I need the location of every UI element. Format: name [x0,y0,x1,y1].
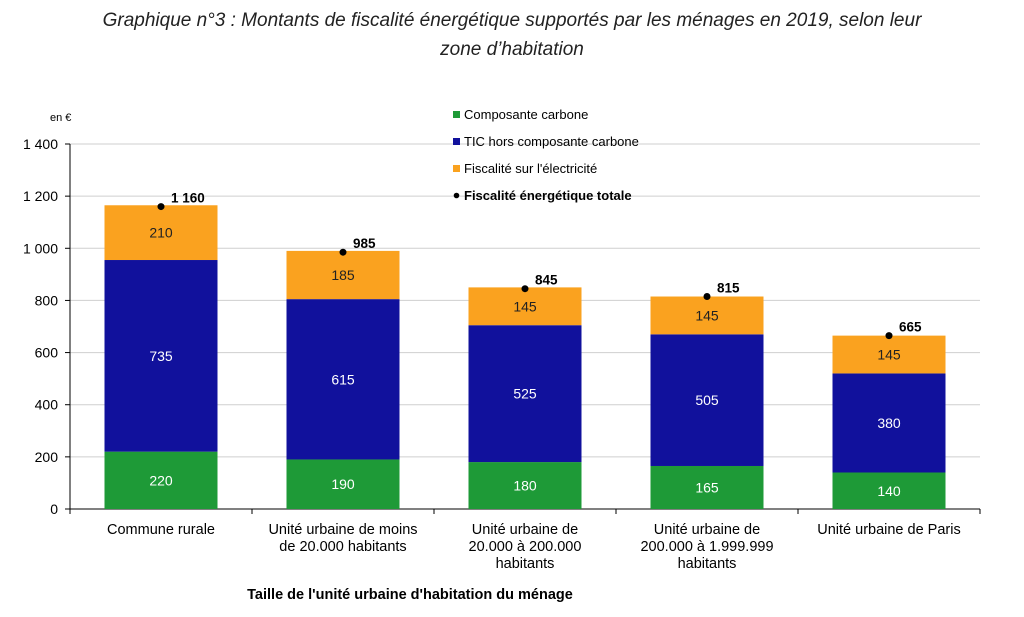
x-category-label: Unité urbaine de 20.000 à 200.000 habitant… [469,522,582,572]
y-tick-label: 0 [50,501,58,517]
y-tick-label: 1 000 [23,240,58,256]
bar-value-label: 525 [513,386,537,402]
x-axis-title: Taille de l'unité urbaine d'habitation d… [247,587,573,603]
chart-title-line-2: zone d’habitation [440,39,584,60]
bar-value-label: 180 [513,478,537,494]
total-label: 665 [899,320,922,335]
bar-segment [650,465,764,509]
x-category-label-line: Unité urbaine de moins [268,522,417,538]
x-category-label-line: 20.000 à 200.000 [469,539,582,555]
total-label: 815 [717,281,740,296]
x-category-label-line: habitants [678,556,737,572]
y-tick-label: 800 [35,292,59,308]
bar-value-label: 505 [695,392,719,408]
x-category-label: Unité urbaine de Paris [817,522,960,538]
bar-value-label: 165 [695,479,719,495]
y-unit-label: en € [50,112,71,124]
bar-segment [468,287,582,326]
total-label: 1 160 [171,191,205,206]
x-category-label: Commune rurale [107,522,215,538]
bar-value-label: 615 [331,371,355,387]
total-label: 985 [353,236,376,251]
x-category-label-line: Unité urbaine de [654,522,760,538]
bar-segment [832,335,946,374]
total-marker [703,293,711,301]
legend-label: TIC hors composante carbone [464,134,639,149]
y-tick-label: 600 [35,345,59,361]
bar-segment [104,260,218,452]
bar-segment [832,472,946,509]
bar-segment [286,299,400,460]
bar-value-label: 735 [149,348,173,364]
x-category-label: Unité urbaine de moins de 20.000 habitant… [268,522,417,555]
bar-value-label: 185 [331,267,355,283]
x-category-label-line: de 20.000 habitants [279,539,406,555]
legend-label: Fiscalité sur l'électricité [464,161,597,176]
x-category-label: Unité urbaine de 200.000 à 1.999.999 habit… [640,522,773,572]
y-tick-label: 1 200 [23,188,58,204]
x-category-label-line: 200.000 à 1.999.999 [640,539,773,555]
bar-segment [650,296,764,335]
bar-value-label: 210 [149,225,173,241]
bar-value-label: 380 [877,415,901,431]
bar-value-label: 220 [149,472,173,488]
bar-value-label: 145 [877,347,901,363]
total-marker [157,203,165,211]
total-marker [885,332,893,340]
total-marker [521,285,529,293]
bar-segment [286,250,400,300]
x-category-label-line: Unité urbaine de [472,522,578,538]
legend-swatch [453,165,460,172]
y-tick-label: 400 [35,397,59,413]
chart-title-line-1: Graphique n°3 : Montants de fiscalité én… [102,10,922,31]
legend-label: Composante carbone [464,107,588,122]
bar-segment [468,325,582,463]
x-category-label-line: Commune rurale [107,522,215,538]
bar-segment [468,462,582,509]
legend-total-marker [453,192,460,199]
total-label: 845 [535,273,558,288]
y-tick-label: 1 400 [23,136,58,152]
bar-segment [650,334,764,466]
legend-label: Fiscalité énergétique totale [464,188,632,203]
bar-value-label: 190 [331,476,355,492]
total-marker [339,248,347,256]
bar-segment [286,459,400,509]
chart-title: Graphique n°3 : Montants de fiscalité én… [0,6,1024,64]
bar-segment [832,373,946,473]
x-category-label-line: habitants [496,556,555,572]
y-tick-label: 200 [35,449,59,465]
x-category-label-line: Unité urbaine de Paris [817,522,960,538]
bar-value-label: 140 [877,483,901,499]
legend-swatch [453,138,460,145]
bar-segment [104,451,218,509]
bar-value-label: 145 [513,298,537,314]
bar-value-label: 145 [695,307,719,323]
bar-segment [104,205,218,261]
legend-swatch [453,111,460,118]
